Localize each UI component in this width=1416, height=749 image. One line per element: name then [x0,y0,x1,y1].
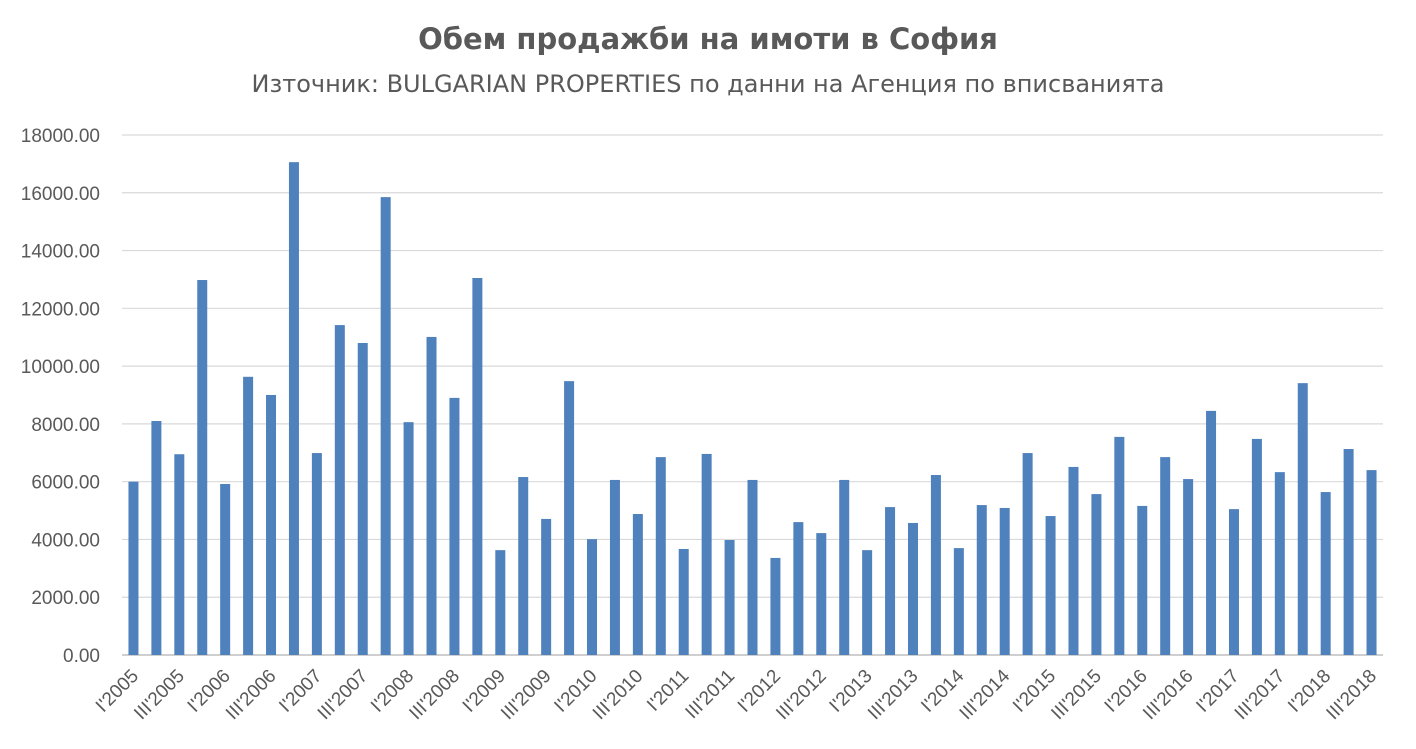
bar [1366,470,1377,655]
y-tick-label: 8000.00 [31,415,100,436]
bar [701,453,712,655]
bar [1137,505,1148,655]
y-tick-label: 18000.00 [21,126,100,147]
bar [243,376,254,655]
chart-subtitle: Източник: BULGARIAN PROPERTIES по данни … [251,70,1165,98]
bar [1160,457,1171,655]
y-tick-label: 16000.00 [21,184,100,205]
bar [1343,449,1354,655]
bar [151,421,162,655]
bar [1274,472,1285,655]
x-tick-label: III'2006 [222,666,281,725]
x-tick-label: III'2007 [314,666,373,725]
bar [587,539,598,655]
y-tick-label: 10000.00 [21,357,100,378]
bar [220,483,231,655]
bar [839,479,850,655]
bar [334,325,345,655]
chart-title: Обем продажби на имоти в София [418,22,998,56]
bar [793,522,804,655]
y-tick-label: 12000.00 [21,299,100,320]
bar [541,518,552,655]
x-tick-label: III'2018 [1323,666,1382,725]
y-tick-label: 6000.00 [31,473,100,494]
bar [518,477,529,655]
x-tick-label: III'2011 [682,666,740,724]
bar [357,343,368,655]
y-tick-label: 0.00 [63,646,100,667]
x-tick-label: III'2014 [956,665,1015,724]
bar [724,540,735,655]
bar [1183,479,1194,655]
bar [907,522,918,655]
x-tick-label: III'2017 [1231,666,1290,725]
bar [1228,509,1239,655]
bar [266,395,277,655]
bar [862,550,873,655]
bar [426,336,437,655]
x-tick-label: III'2013 [864,666,923,725]
bar [1114,436,1125,655]
bar [1022,453,1033,655]
bar [449,397,460,655]
bar [495,550,506,655]
bar [1068,466,1079,655]
bar [1206,410,1217,655]
bar [1045,516,1056,655]
bar [128,481,139,655]
bar [953,548,964,655]
y-tick-label: 14000.00 [21,242,100,263]
bar [174,454,185,655]
bar [747,479,758,655]
bar [1297,383,1308,655]
bar [816,533,827,655]
x-tick-label: III'2005 [130,666,189,725]
bar [288,162,299,655]
bar [885,507,896,655]
x-tick-label: III'2009 [497,666,556,725]
bar [678,548,689,655]
bar [403,422,414,655]
bar [197,280,208,655]
x-tick-label: III'2015 [1047,666,1106,725]
bar [564,381,575,655]
y-tick-label: 4000.00 [31,530,100,551]
bar [976,505,987,655]
bar [770,557,781,655]
x-tick-label: III'2016 [1139,666,1198,725]
bar [380,197,391,655]
bar [999,507,1010,655]
x-tick-label: III'2008 [405,666,464,725]
bar [609,479,620,655]
bar [1251,438,1262,655]
bar [472,278,483,655]
y-tick-label: 2000.00 [31,588,100,609]
bar [311,453,322,655]
x-tick-label: III'2012 [772,666,831,725]
bar [1091,494,1102,655]
bar [655,457,666,655]
x-tick-label: III'2010 [589,666,648,725]
bar [1320,492,1331,655]
bar [930,475,941,655]
bar [632,514,643,655]
